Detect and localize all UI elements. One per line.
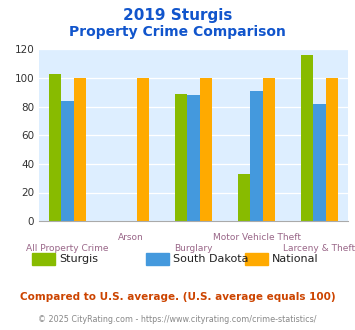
- Text: Motor Vehicle Theft: Motor Vehicle Theft: [213, 233, 300, 242]
- Bar: [175, 94, 187, 221]
- Text: South Dakota: South Dakota: [173, 254, 248, 264]
- Text: © 2025 CityRating.com - https://www.cityrating.com/crime-statistics/: © 2025 CityRating.com - https://www.city…: [38, 315, 317, 324]
- Text: National: National: [272, 254, 318, 264]
- Bar: [187, 95, 200, 221]
- Bar: [200, 78, 212, 221]
- Bar: [263, 78, 275, 221]
- Bar: [301, 55, 313, 221]
- Text: Arson: Arson: [118, 233, 143, 242]
- Text: 2019 Sturgis: 2019 Sturgis: [123, 8, 232, 23]
- Text: Compared to U.S. average. (U.S. average equals 100): Compared to U.S. average. (U.S. average …: [20, 292, 335, 302]
- Bar: [49, 74, 61, 221]
- Bar: [326, 78, 338, 221]
- Bar: [74, 78, 86, 221]
- Bar: [61, 101, 74, 221]
- Text: Sturgis: Sturgis: [59, 254, 98, 264]
- Text: Property Crime Comparison: Property Crime Comparison: [69, 25, 286, 39]
- Bar: [137, 78, 149, 221]
- Text: All Property Crime: All Property Crime: [26, 244, 109, 253]
- Bar: [250, 91, 263, 221]
- Text: Burglary: Burglary: [174, 244, 213, 253]
- Text: Larceny & Theft: Larceny & Theft: [284, 244, 355, 253]
- Bar: [313, 104, 326, 221]
- Bar: [237, 174, 250, 221]
